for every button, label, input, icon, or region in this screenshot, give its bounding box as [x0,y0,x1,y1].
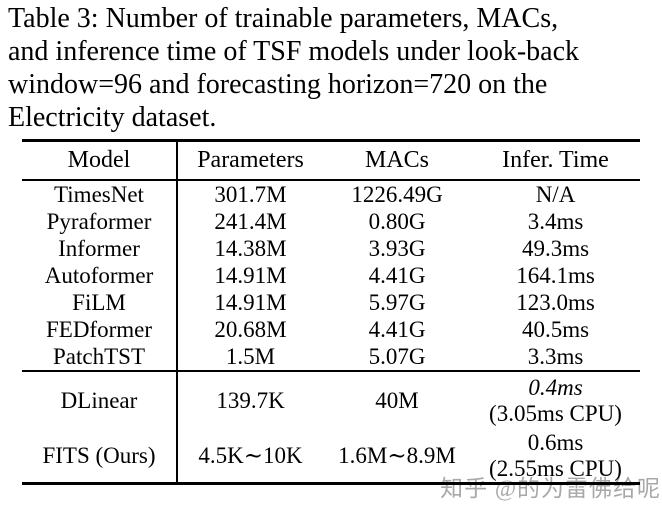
column-header-model: Model [22,140,178,181]
table-row: Pyraformer 241.4M 0.80G 3.4ms [22,208,640,235]
macs-cell: 40M [323,370,471,429]
parameters-cell: 4.5K∼10K [198,442,303,468]
parameters-table: Model Parameters MACs Infer. Time TimesN… [22,139,640,485]
table-row: Informer 14.38M 3.93G 49.3ms [22,235,640,262]
infer-time-cell: 40.5ms [521,316,590,342]
table-header: Model Parameters MACs Infer. Time [22,140,640,181]
zhihu-watermark: 知乎 @的为雷佛给呢 [440,476,661,501]
infer-time-cell: 123.0ms [516,289,595,315]
macs-cell: 4.41G [368,262,426,288]
parameters-cell: 14.38M [214,235,287,261]
parameters-cell: 301.7M [214,181,287,207]
linear-models-section: DLinear 139.7K 40M 0.4ms (3.05ms CPU) FI… [22,370,640,484]
macs-cell: 0.80G [368,208,426,234]
caption-line-1: Table 3: Number of trainable parameters,… [8,3,559,34]
macs-cell: 1.6M∼8.9M [338,442,456,468]
model-cell: FEDformer [22,316,178,343]
infer-time-cell: 164.1ms [516,262,595,288]
infer-time-cell: N/A [535,181,576,207]
parameters-cell: 14.91M [214,289,287,315]
parameters-cell: 14.91M [214,262,287,288]
infer-time-cell: 49.3ms [521,235,590,261]
infer-time-cpu: (3.05ms CPU) [489,400,622,426]
parameters-cell: 1.5M [225,343,276,369]
infer-time-cell: 0.4ms (3.05ms CPU) [471,370,640,429]
model-cell: Autoformer [22,262,178,289]
parameters-cell: 20.68M [214,316,287,342]
model-cell: DLinear [22,370,178,429]
infer-time-cell: 0.6ms (2.55ms CPU) [471,429,640,484]
infer-time-cpu: (2.55ms CPU) [489,455,622,481]
table-row: TimesNet 301.7M 1226.49G N/A [22,180,640,208]
model-cell: FiLM [22,289,178,316]
model-cell: Informer [22,235,178,262]
macs-cell: 5.07G [368,343,426,369]
column-header-macs: MACs [323,140,471,181]
baseline-models-section: TimesNet 301.7M 1226.49G N/A Pyraformer … [22,180,640,371]
model-cell: PatchTST [22,343,178,371]
column-header-infer-time: Infer. Time [471,140,640,181]
caption-line-3: window=96 and forecasting horizon=720 on… [8,69,548,100]
table-row: FEDformer 20.68M 4.41G 40.5ms [22,316,640,343]
caption-line-2: and inference time of TSF models under l… [8,36,579,67]
column-header-parameters: Parameters [177,140,323,181]
infer-time-gpu: 0.6ms [527,429,584,455]
macs-cell: 1226.49G [351,181,443,207]
infer-time-cell: 3.3ms [527,343,584,369]
model-cell: Pyraformer [22,208,178,235]
table-caption: Table 3: Number of trainable parameters,… [0,0,662,134]
table-row-fits: FITS (Ours) 4.5K∼10K 1.6M∼8.9M 0.6ms (2.… [22,429,640,484]
model-cell: TimesNet [22,180,178,208]
table-row: PatchTST 1.5M 5.07G 3.3ms [22,343,640,371]
parameters-cell: 139.7K [177,370,323,429]
infer-time-cell: 3.4ms [527,208,584,234]
macs-cell: 5.97G [368,289,426,315]
macs-cell: 3.93G [368,235,426,261]
table-row: FiLM 14.91M 5.97G 123.0ms [22,289,640,316]
table-row: Autoformer 14.91M 4.41G 164.1ms [22,262,640,289]
table-row-dlinear: DLinear 139.7K 40M 0.4ms (3.05ms CPU) [22,370,640,429]
macs-cell: 4.41G [368,316,426,342]
parameters-cell: 241.4M [214,208,287,234]
caption-line-4: Electricity dataset. [8,102,217,133]
header-row: Model Parameters MACs Infer. Time [22,140,640,181]
model-cell: FITS (Ours) [22,429,178,484]
infer-time-gpu: 0.4ms [528,374,583,400]
